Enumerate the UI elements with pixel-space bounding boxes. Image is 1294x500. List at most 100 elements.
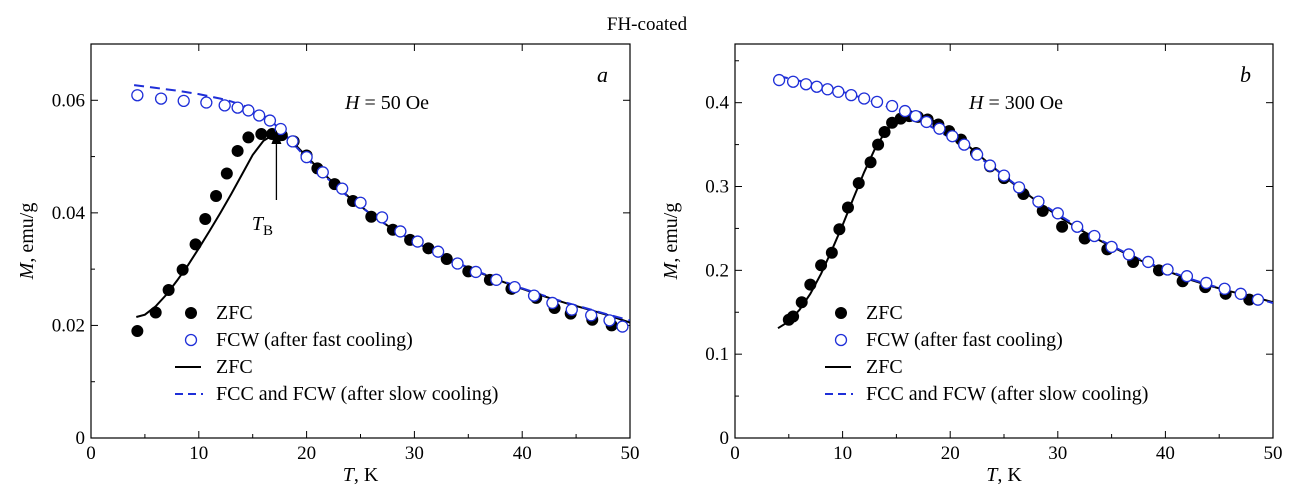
zfc-point (365, 210, 378, 223)
figure-title: FH-coated (606, 14, 688, 35)
legend-label: ZFC (866, 302, 903, 324)
fcw-fast-point (274, 122, 287, 136)
zfc-point (825, 246, 838, 259)
slow-cooling-dashed-line (133, 84, 630, 322)
fcw-fast-point (821, 83, 834, 96)
y-tick-label: 0.02 (52, 315, 85, 336)
fcw-fast-point (958, 138, 971, 151)
fcw-fast-point (1032, 195, 1045, 208)
fcw-fast-point (263, 114, 277, 127)
zfc-point (852, 177, 865, 190)
zfc-point (841, 201, 854, 214)
zfc-point (220, 167, 233, 180)
zfc-point (422, 242, 435, 255)
fcw-fast-point (772, 73, 786, 87)
fcw-fast-point (1200, 276, 1213, 290)
fcw-fast-point (983, 159, 997, 172)
zfc-point (833, 223, 846, 236)
fcw-fast-point (1234, 287, 1247, 300)
zfc-point (804, 278, 817, 291)
fcw-fast-point (286, 135, 299, 148)
fcw-fast-point (218, 99, 231, 112)
fcw-fast-point (946, 130, 959, 143)
legend-label: FCW (after fast cooling) (866, 329, 1063, 351)
zfc-point (255, 128, 268, 141)
panel-label: b (1240, 62, 1251, 87)
x-tick-label: 0 (730, 443, 740, 464)
x-tick-label: 30 (1048, 443, 1067, 464)
fcw-fast-point (832, 85, 845, 98)
fcw-fast-point (603, 314, 616, 327)
fcw-fast-point (411, 235, 424, 248)
fcw-fast-point (546, 296, 559, 310)
tb-label: TB (252, 213, 273, 239)
fcw-fast-point (253, 109, 266, 122)
fcw-fast-point (920, 115, 933, 129)
fcw-fast-point (1012, 181, 1026, 194)
fcw-fast-point (799, 78, 813, 91)
zfc-point (131, 325, 144, 338)
chart-panel-a: 0 10 20 30 40 50 0 0.02 0.04 0.06 T, K M, emu/g a H =… (16, 43, 640, 486)
fcw-fast-point (131, 89, 144, 102)
fcw-fast-point (431, 245, 445, 258)
fcw-fast-point (508, 281, 521, 294)
fcw-fast-point (970, 148, 984, 161)
legend-label: ZFC (216, 356, 253, 378)
panel-label: a (597, 62, 608, 87)
data-layer (772, 73, 1273, 330)
legend-label: FCC and FCW (after slow cooling) (866, 383, 1148, 405)
zfc-line (136, 132, 630, 324)
legend-label: FCW (after fast cooling) (216, 329, 413, 351)
fcw-fast-point (857, 92, 871, 105)
zfc-point (1078, 232, 1091, 245)
fcw-fast-point (231, 101, 244, 114)
y-tick-label: 0.2 (705, 260, 729, 281)
fcw-fast-point (1071, 220, 1084, 233)
zfc-point (440, 253, 453, 266)
fcw-fast-point (870, 95, 884, 108)
x-tick-label: 10 (189, 443, 208, 464)
fcw-fast-point (585, 309, 598, 322)
x-tick-label: 50 (1264, 443, 1283, 464)
zfc-point (149, 306, 162, 319)
fcw-fast-point (490, 273, 503, 286)
legend-marker-fcw (184, 333, 198, 347)
y-tick-label: 0.3 (705, 177, 729, 198)
fcw-fast-point (394, 225, 407, 238)
data-layer (131, 84, 630, 338)
fcw-fast-point (565, 303, 578, 316)
zfc-point (872, 138, 885, 151)
fcw-fast-point (336, 182, 349, 195)
zfc-point (1036, 204, 1049, 217)
zfc-line (777, 115, 1273, 330)
y-axis-label: M, emu/g (660, 203, 682, 281)
y-axis-label: M, emu/g (16, 203, 38, 281)
zfc-point (176, 263, 189, 276)
fcw-fast-point (845, 88, 858, 102)
fcw-fast-point (1251, 293, 1265, 306)
fcw-fast-point (1051, 207, 1064, 220)
zfc-point (864, 156, 877, 169)
x-axis-label: T, K (986, 464, 1022, 486)
x-tick-label: 50 (621, 443, 640, 464)
fcw-fast-point (1180, 270, 1194, 283)
legend-label: FCC and FCW (after slow cooling) (216, 383, 498, 405)
fcw-fast-point (316, 166, 329, 179)
fcw-fast-point (200, 96, 213, 109)
fcw-fast-point (1218, 282, 1231, 295)
fcw-fast-point (616, 320, 629, 333)
x-tick-label: 30 (405, 443, 424, 464)
zfc-point (199, 213, 212, 226)
fcw-fast-point (810, 80, 823, 93)
tb-arrow-head (271, 130, 282, 144)
zfc-point (210, 189, 223, 202)
legend-marker-zfc (185, 307, 197, 319)
x-tick-label: 40 (513, 443, 532, 464)
fcw-fast-point (786, 75, 800, 88)
zfc-point (231, 144, 244, 157)
fcw-fast-point (885, 99, 899, 113)
x-tick-label: 20 (941, 443, 960, 464)
zfc-point (1056, 220, 1069, 233)
fcw-fast-point (177, 94, 190, 107)
field-annotation: H = 50 Oe (344, 92, 429, 114)
